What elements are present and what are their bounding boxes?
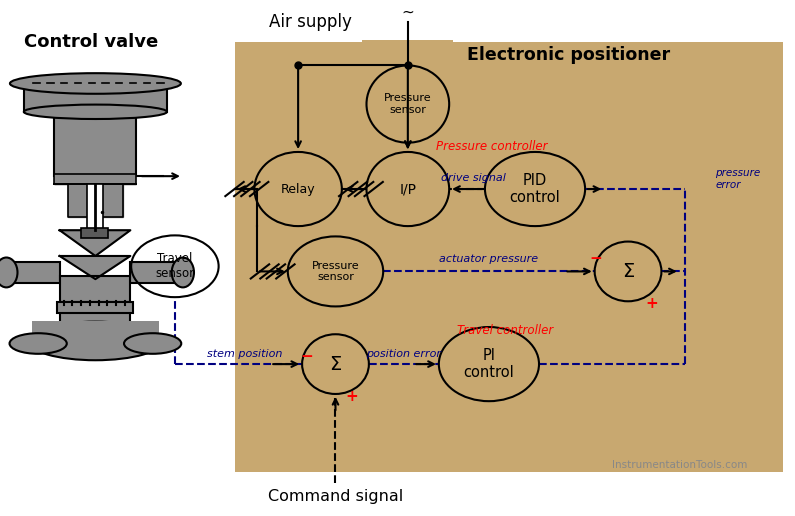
Text: actuator pressure: actuator pressure [440,253,538,264]
Text: pressure
error: pressure error [716,168,761,189]
Ellipse shape [0,257,17,287]
Polygon shape [60,230,130,256]
Polygon shape [60,256,130,279]
Text: PI
control: PI control [463,348,514,380]
FancyBboxPatch shape [32,321,159,341]
FancyBboxPatch shape [130,262,182,283]
Ellipse shape [124,333,181,354]
Ellipse shape [10,73,181,94]
Text: Travel controller: Travel controller [456,324,553,337]
FancyBboxPatch shape [24,84,167,112]
Text: Travel
sensor: Travel sensor [155,252,195,280]
Text: stem position: stem position [207,349,282,359]
Text: ~: ~ [401,4,414,19]
Text: −: − [589,251,602,266]
FancyBboxPatch shape [6,262,60,283]
Text: Σ: Σ [622,262,634,281]
Text: Electronic positioner: Electronic positioner [467,46,670,64]
Text: I/P: I/P [399,182,417,196]
Text: drive signal: drive signal [440,173,506,183]
Text: Pressure
sensor: Pressure sensor [384,93,432,115]
FancyBboxPatch shape [87,184,103,230]
Text: Pressure
sensor: Pressure sensor [312,261,359,282]
Text: InstrumentationTools.com: InstrumentationTools.com [612,460,747,470]
Ellipse shape [172,257,194,287]
Ellipse shape [10,333,67,354]
Text: Relay: Relay [281,183,316,196]
FancyBboxPatch shape [57,302,133,313]
Ellipse shape [24,105,167,119]
FancyBboxPatch shape [54,173,136,184]
Text: Air supply: Air supply [269,13,351,30]
Text: Control valve: Control valve [25,34,158,51]
FancyBboxPatch shape [81,228,108,238]
Text: +: + [646,296,658,311]
FancyBboxPatch shape [235,42,783,472]
FancyBboxPatch shape [60,276,130,302]
Text: +: + [345,389,358,404]
Polygon shape [54,184,136,217]
FancyBboxPatch shape [54,107,136,176]
FancyBboxPatch shape [60,310,130,344]
Text: Command signal: Command signal [268,489,403,504]
Text: Pressure controller: Pressure controller [436,140,547,153]
Ellipse shape [28,321,163,360]
Text: PID
control: PID control [510,173,560,205]
FancyBboxPatch shape [235,217,326,300]
Text: −: − [301,349,313,364]
Text: Σ: Σ [329,354,342,374]
FancyBboxPatch shape [362,40,453,76]
Text: position error: position error [366,349,441,359]
